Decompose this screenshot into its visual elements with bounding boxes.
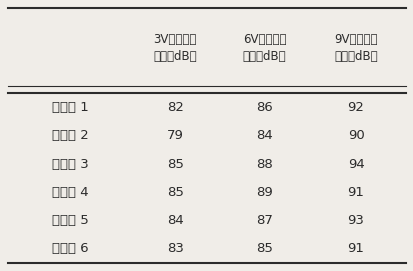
Text: 实施例 6: 实施例 6	[52, 242, 88, 255]
Text: 89: 89	[256, 186, 272, 199]
Text: 84: 84	[256, 129, 272, 142]
Text: 83: 83	[166, 242, 183, 255]
Text: 86: 86	[256, 101, 272, 114]
Text: 实施例 4: 实施例 4	[52, 186, 88, 199]
Text: 91: 91	[347, 186, 363, 199]
Text: 87: 87	[256, 214, 273, 227]
Text: 实施例 2: 实施例 2	[51, 129, 88, 142]
Text: 9V时最大声
压比（dB）: 9V时最大声 压比（dB）	[333, 33, 377, 63]
Text: 92: 92	[347, 101, 363, 114]
Text: 实施例 1: 实施例 1	[51, 101, 88, 114]
Text: 94: 94	[347, 157, 363, 170]
Text: 85: 85	[256, 242, 273, 255]
Text: 79: 79	[166, 129, 183, 142]
Text: 93: 93	[347, 214, 363, 227]
Text: 实施例 3: 实施例 3	[51, 157, 88, 170]
Text: 85: 85	[166, 186, 183, 199]
Text: 82: 82	[166, 101, 183, 114]
Text: 91: 91	[347, 242, 363, 255]
Text: 90: 90	[347, 129, 363, 142]
Text: 85: 85	[166, 157, 183, 170]
Text: 88: 88	[256, 157, 272, 170]
Text: 实施例 5: 实施例 5	[51, 214, 88, 227]
Text: 84: 84	[166, 214, 183, 227]
Text: 6V时最大声
压比（dB）: 6V时最大声 压比（dB）	[242, 33, 286, 63]
Text: 3V时最大声
压比（dB）: 3V时最大声 压比（dB）	[153, 33, 197, 63]
